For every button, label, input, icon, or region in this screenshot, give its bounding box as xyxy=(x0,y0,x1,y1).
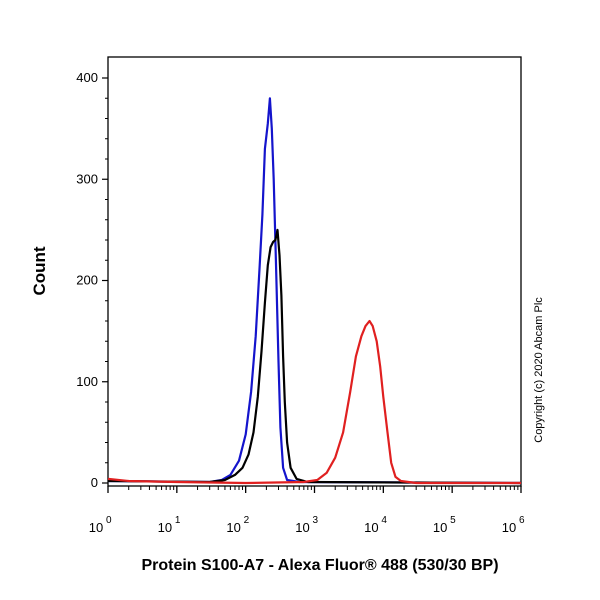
series-line-1 xyxy=(107,97,522,485)
copyright-text: Copyright (c) 2020 Abcam Plc xyxy=(533,297,545,443)
plot-frame xyxy=(107,56,522,487)
y-axis: 0 100 200 300 400 xyxy=(76,70,108,490)
series-group xyxy=(107,97,522,485)
series-line-2 xyxy=(107,228,522,485)
x-axis-label: Protein S100-A7 - Alexa Fluor® 488 (530/… xyxy=(141,557,498,574)
x-axis: 10 0 10 1 10 2 10 3 10 4 10 5 10 6 xyxy=(89,486,525,535)
y-tick-label: 200 xyxy=(76,273,98,288)
x-tick-label-exponent: 4 xyxy=(381,515,387,526)
x-tick-label-base: 10 xyxy=(158,520,172,535)
x-tick-label-base: 10 xyxy=(295,520,309,535)
x-tick-label-exponent: 0 xyxy=(106,515,112,526)
x-tick-label-base: 10 xyxy=(433,520,447,535)
y-tick-label: 400 xyxy=(76,70,98,85)
x-tick-label-base: 10 xyxy=(502,520,516,535)
x-tick-label-base: 10 xyxy=(89,520,103,535)
y-tick-label: 300 xyxy=(76,171,98,186)
x-tick-label-exponent: 5 xyxy=(450,515,456,526)
x-tick-label-exponent: 3 xyxy=(313,515,319,526)
y-tick-label: 100 xyxy=(76,374,98,389)
x-tick-label-exponent: 6 xyxy=(519,515,525,526)
y-axis-label: Count xyxy=(30,246,49,295)
x-tick-label-base: 10 xyxy=(364,520,378,535)
x-tick-label-exponent: 2 xyxy=(244,515,250,526)
series-line-3 xyxy=(107,319,521,485)
y-tick-label: 0 xyxy=(91,475,98,490)
x-tick-label-base: 10 xyxy=(226,520,240,535)
x-tick-label-exponent: 1 xyxy=(175,515,181,526)
